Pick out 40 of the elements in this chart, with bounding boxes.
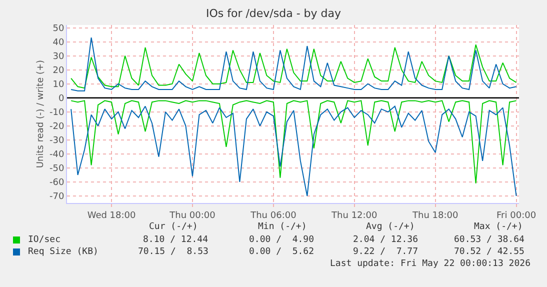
y-tick-label: -60 [49,178,64,188]
text: 70.15 / 8.53 [138,247,208,257]
text: 60.53 / 38.64 [454,235,524,245]
y-tick-label: 20 [52,66,64,76]
y-tick-label: 50 [52,24,64,34]
legend-label: IO/sec [28,235,61,245]
legend-label: Req Size (KB) [28,247,98,257]
text: Cur (-/+) [149,222,198,232]
line-series [70,100,517,184]
text: 0.00 / 4.90 [249,235,314,245]
text: Max (-/+) [474,222,523,232]
text: Min (-/+) [258,222,307,232]
x-tick-label: Wed 18:00 [87,210,136,221]
text: 70.52 / 42.55 [454,247,524,257]
y-tick-label: -50 [49,164,64,174]
text: Last update: Fri May 22 00:00:13 2026 [330,259,530,269]
x-tick-label: Thu 12:00 [330,210,378,221]
text: 0.00 / 5.62 [249,247,314,257]
y-tick-label: 30 [52,52,64,62]
y-tick-label: -70 [49,192,64,202]
y-tick-label: -40 [49,150,64,160]
line-series [70,44,517,89]
text: 9.22 / 7.77 [353,247,418,257]
y-tick-label: -30 [49,136,64,146]
line-series [70,106,517,196]
chart-title: IOs for /dev/sda - by day [206,6,342,20]
y-axis-title: Units read (-) / write (+) [36,60,46,168]
text: 8.10 / 12.44 [143,235,208,245]
x-tick-label: Thu 00:00 [168,210,216,221]
x-tick-label: Thu 18:00 [412,210,458,221]
text: 2.04 / 12.36 [353,235,418,245]
y-tick-label: -20 [49,122,64,132]
line-series [70,37,517,92]
x-tick-label: Thu 06:00 [250,210,297,221]
y-tick-label: 40 [52,38,64,48]
y-tick-label: 10 [52,80,64,90]
y-tick-label: 0 [58,94,64,104]
y-tick-label: -10 [49,108,64,118]
text: Avg (-/+) [366,222,415,232]
x-tick-label: Fri 00:00 [496,210,536,221]
